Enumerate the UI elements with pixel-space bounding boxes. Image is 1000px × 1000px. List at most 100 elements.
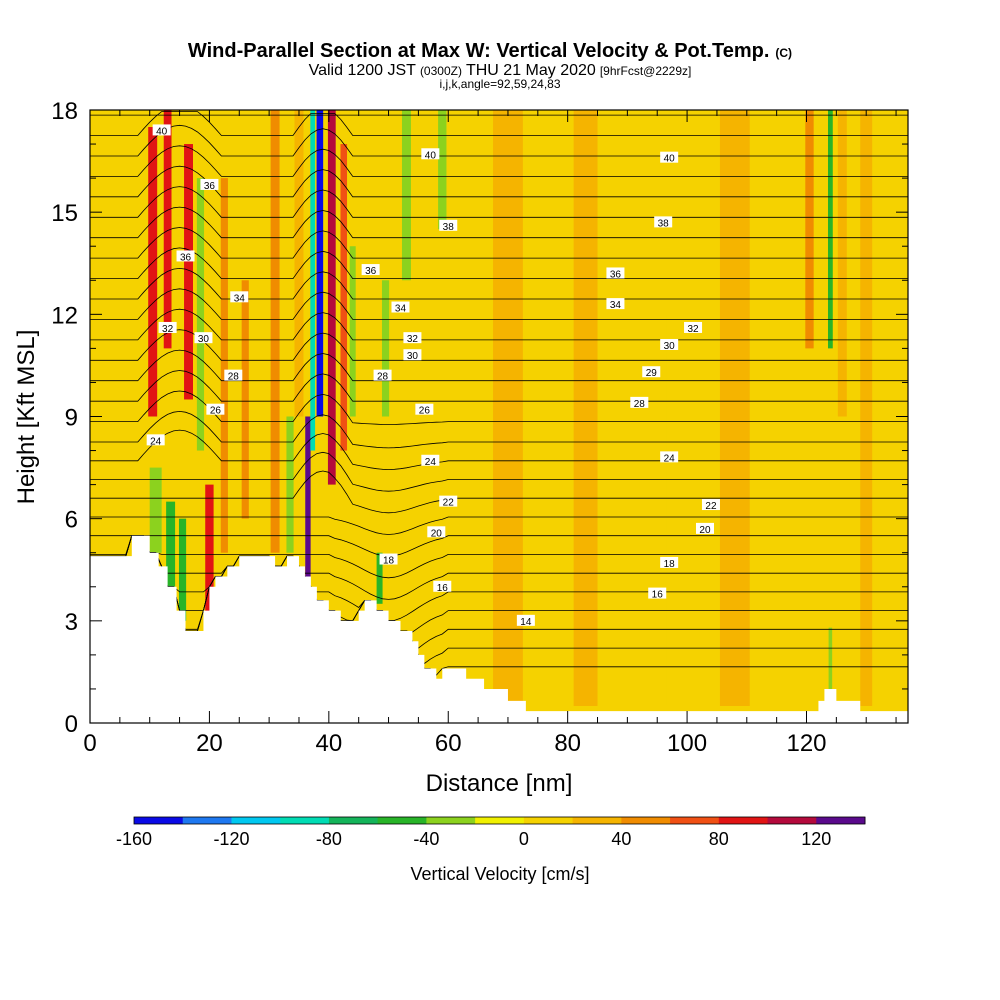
isentrope-label: 14	[516, 614, 535, 628]
colorbar-tick-label: 120	[801, 829, 831, 849]
isentrope-label: 16	[648, 587, 667, 601]
isentrope	[90, 451, 908, 492]
isentrope-label-box	[642, 366, 661, 378]
y-axis-label: Height [Kft MSL]	[13, 330, 40, 505]
isentrope-label-box	[146, 434, 165, 446]
x-tick-label: 40	[315, 730, 342, 757]
velocity-cell	[241, 280, 249, 519]
isentrope-label: 32	[684, 321, 703, 335]
isentrope-label: 26	[206, 403, 225, 417]
isentrope-label-text: 18	[383, 556, 395, 567]
velocity-cell	[196, 178, 205, 451]
isentrope-label-box	[206, 403, 225, 415]
isentrope-label-box	[439, 219, 458, 231]
isentrope-label-box	[421, 454, 440, 466]
velocity-cell	[305, 416, 311, 587]
velocity-cell	[205, 484, 214, 621]
colorbar-swatch	[475, 817, 525, 824]
isentrope	[90, 267, 908, 300]
isentrope-lines	[90, 111, 908, 676]
velocity-cell	[827, 110, 833, 349]
isentrope-label-box	[361, 264, 380, 276]
isentrope-label-text: 34	[610, 300, 622, 311]
isentrope	[90, 308, 908, 341]
colorbar-swatch	[816, 817, 866, 824]
isentrope-label-box	[403, 349, 422, 361]
isentrope-label: 30	[194, 332, 213, 345]
isentrope	[90, 349, 908, 382]
isentrope-label-box	[654, 216, 673, 228]
velocity-cell	[805, 110, 814, 349]
isentrope	[90, 186, 908, 218]
colorbar-swatch	[182, 817, 232, 824]
isentrope-label: 29	[642, 366, 661, 379]
isentrope-label-box	[606, 267, 625, 279]
isentrope-label-box	[660, 451, 679, 463]
x-tick-label: 80	[554, 730, 581, 757]
chart-title: Wind-Parallel Section at Max W: Vertical…	[188, 40, 792, 62]
isentrope-label-text: 36	[180, 252, 192, 263]
isentrope-label: 40	[152, 124, 171, 137]
isentrope-label-box	[684, 321, 703, 333]
terrain-mask	[90, 535, 908, 723]
isentrope-label: 32	[158, 321, 177, 335]
isentrope-label-text: 24	[425, 457, 437, 468]
velocity-cell	[163, 110, 172, 349]
x-tick-label: 0	[83, 730, 96, 757]
isentrope-label-text: 28	[228, 372, 240, 383]
isentrope-label-box	[379, 553, 398, 565]
isentrope	[90, 410, 908, 449]
x-tick-label: 60	[435, 730, 462, 757]
isentrope-label: 18	[379, 553, 398, 567]
y-tick-label: 9	[65, 405, 78, 432]
isentrope	[90, 124, 908, 157]
isentrope-label: 34	[391, 301, 410, 315]
isentrope-label-text: 32	[407, 334, 419, 345]
colorbar-swatch	[670, 817, 720, 824]
isentrope-label: 28	[630, 396, 649, 410]
isentrope-label-box	[630, 396, 649, 408]
x-axis-label: Distance [nm]	[426, 770, 573, 797]
isentrope-label-box	[695, 522, 714, 534]
isentrope-label-box	[421, 148, 440, 160]
isentrope-label-box	[427, 526, 446, 538]
isentrope-label: 20	[427, 526, 446, 539]
colorbar-swatch	[328, 817, 379, 824]
colorbar-tick-label: 40	[611, 829, 631, 849]
y-tick-label: 6	[65, 507, 78, 534]
isentrope-label-box	[194, 332, 213, 344]
isentrope	[90, 429, 908, 470]
velocity-cell	[719, 110, 750, 706]
colorbar-tick-label: 0	[519, 829, 529, 849]
isentrope-label: 40	[660, 151, 679, 165]
isentrope-label-text: 14	[520, 617, 532, 628]
colorbar-swatch	[426, 817, 476, 824]
isentrope-label-text: 40	[156, 126, 168, 137]
colorbar-tick-label: -120	[213, 829, 249, 849]
isentrope-label: 34	[606, 298, 625, 311]
colorbar-tick-label: -40	[413, 829, 439, 849]
chart-subtitle: Valid 1200 JST (0300Z) THU 21 May 2020 [9hr…	[309, 62, 692, 79]
isentrope-label-text: 38	[658, 218, 670, 229]
velocity-cell	[493, 110, 523, 706]
y-tick-label: 0	[65, 711, 78, 738]
isentrope-label: 24	[421, 454, 440, 468]
isentrope-label-text: 16	[437, 583, 449, 594]
isentrope-label-text: 26	[210, 406, 222, 417]
colorbar-tick-label: -80	[316, 829, 342, 849]
isentrope-label: 28	[373, 369, 392, 383]
colorbar-swatch	[767, 817, 817, 824]
terrain	[90, 535, 908, 723]
isentrope	[90, 288, 908, 320]
velocity-cell	[340, 144, 348, 451]
velocity-cell	[648, 314, 667, 706]
colorbar: -160 -120 -80 -40 0 40 80 120	[116, 816, 866, 849]
isentrope-label: 36	[200, 178, 219, 192]
isentrope-label: 20	[695, 522, 714, 536]
velocity-cell	[349, 246, 356, 417]
isentrope-label-box	[373, 369, 392, 381]
isentrope-label-box	[152, 124, 171, 136]
isentrope-label-box	[158, 321, 177, 333]
